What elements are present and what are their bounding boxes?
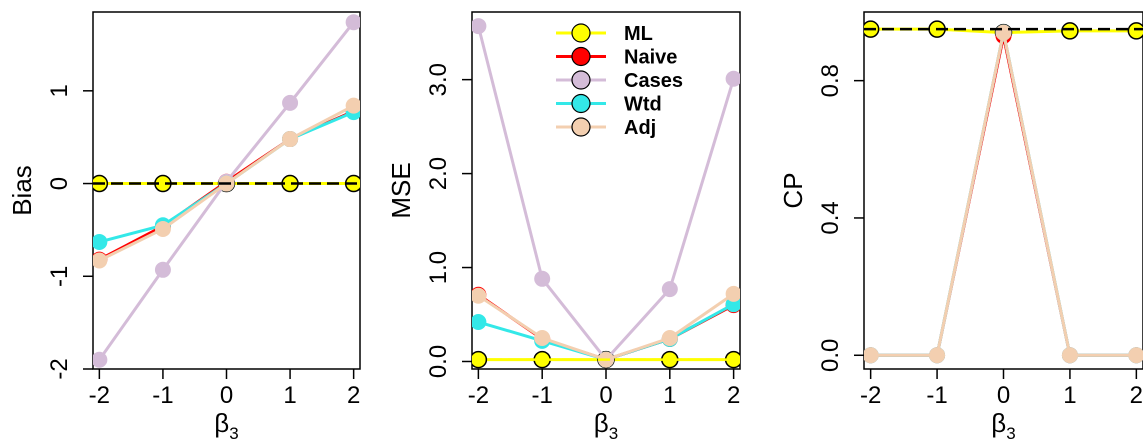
panel-1: -2 -1 0 1 2 -2 -1 0 1 Bias β3 <box>7 11 361 443</box>
y-tick-label: 0 <box>46 177 73 190</box>
legend-marker <box>571 23 591 43</box>
data-point-cases <box>154 261 171 278</box>
data-point-cases <box>725 70 740 87</box>
x-tick-label: -1 <box>532 382 553 409</box>
data-point-cases <box>472 18 487 35</box>
legend-label-cases: Cases <box>624 70 683 92</box>
y-tick-label: 1 <box>46 84 73 97</box>
y-tick-label: 3.0 <box>425 63 452 96</box>
legend-marker <box>571 70 591 90</box>
y-tick-label: 2.0 <box>425 157 452 190</box>
y-tick-label: -1 <box>46 266 73 287</box>
data-point-adj <box>154 220 171 237</box>
data-point-adj <box>864 347 879 364</box>
data-point-cases <box>534 270 551 287</box>
series-line-adj <box>870 32 1137 357</box>
x-tick-label: 1 <box>283 382 296 409</box>
data-point-cases <box>282 94 299 111</box>
data-point-adj <box>995 24 1012 41</box>
y-tick-label: 0.0 <box>425 345 452 378</box>
x-tick-label: 2 <box>347 382 360 409</box>
legend-label-adj: Adj <box>624 117 656 139</box>
x-tick-label: -1 <box>152 382 173 409</box>
data-point-adj <box>725 285 740 302</box>
legend-marker <box>571 117 591 137</box>
data-point-adj <box>93 252 108 269</box>
data-point-ml <box>1061 22 1079 40</box>
y-tick-label: -2 <box>46 358 73 379</box>
x-tick-label: 0 <box>997 382 1010 409</box>
data-point-adj <box>534 329 551 346</box>
data-point-wtd <box>472 314 487 331</box>
plot-area <box>93 14 360 368</box>
data-point-ml <box>1127 22 1143 40</box>
series-line-cases <box>870 32 1137 357</box>
series-line-naive <box>477 293 735 362</box>
series-line-naive <box>870 35 1137 357</box>
y-tick-label: 1.0 <box>425 251 452 284</box>
x-tick-label: -2 <box>89 382 110 409</box>
legend-marker <box>571 46 591 67</box>
legend-label-ml: ML <box>624 23 653 45</box>
legend-label-naive: Naive <box>624 47 677 69</box>
series-line-wtd <box>870 32 1137 357</box>
data-point-adj <box>1061 347 1078 364</box>
x-tick-label: 1 <box>663 382 676 409</box>
panel-2: -2 -1 0 1 2 0.0 1.0 2.0 3.0 MSE β3 MLNaiveCasesWtdA… <box>386 11 741 443</box>
plot-area <box>864 20 1143 364</box>
y-tick-label: 0.8 <box>817 64 844 97</box>
y-axis-title: CP <box>778 172 808 208</box>
legend-marker <box>571 93 591 114</box>
plot-area <box>472 18 740 369</box>
x-tick-label: 2 <box>1130 382 1143 409</box>
data-point-adj <box>929 347 946 364</box>
x-axis-title: β3 <box>594 408 618 443</box>
y-axis-title: MSE <box>386 162 416 218</box>
series-line-cases <box>476 25 736 362</box>
x-tick-label: -1 <box>926 382 947 409</box>
y-tick-label: 0.4 <box>817 201 844 234</box>
x-tick-label: -2 <box>860 382 881 409</box>
x-tick-label: -2 <box>468 382 489 409</box>
data-point-cases <box>345 14 360 31</box>
panel-3: -2 -1 0 1 2 0.0 0.4 0.8 CP β3 <box>778 11 1143 443</box>
data-point-cases <box>661 281 678 298</box>
x-tick-label: 0 <box>220 382 233 409</box>
data-point-adj <box>661 329 678 346</box>
data-point-adj <box>472 287 487 304</box>
data-point-cases <box>93 351 108 368</box>
x-tick-label: 0 <box>599 382 612 409</box>
x-axis-title: β3 <box>991 408 1015 443</box>
x-tick-label: 2 <box>727 382 740 409</box>
x-tick-label: 1 <box>1063 382 1076 409</box>
legend-label-wtd: Wtd <box>624 94 662 116</box>
data-point-adj <box>282 131 299 148</box>
x-axis-title: β3 <box>214 408 238 443</box>
y-tick-label: 0.0 <box>817 339 844 372</box>
plot-frame <box>863 11 1143 370</box>
data-point-adj <box>345 97 360 114</box>
data-point-wtd <box>93 233 108 250</box>
y-axis-title: Bias <box>7 165 37 216</box>
data-point-adj <box>1128 347 1143 364</box>
